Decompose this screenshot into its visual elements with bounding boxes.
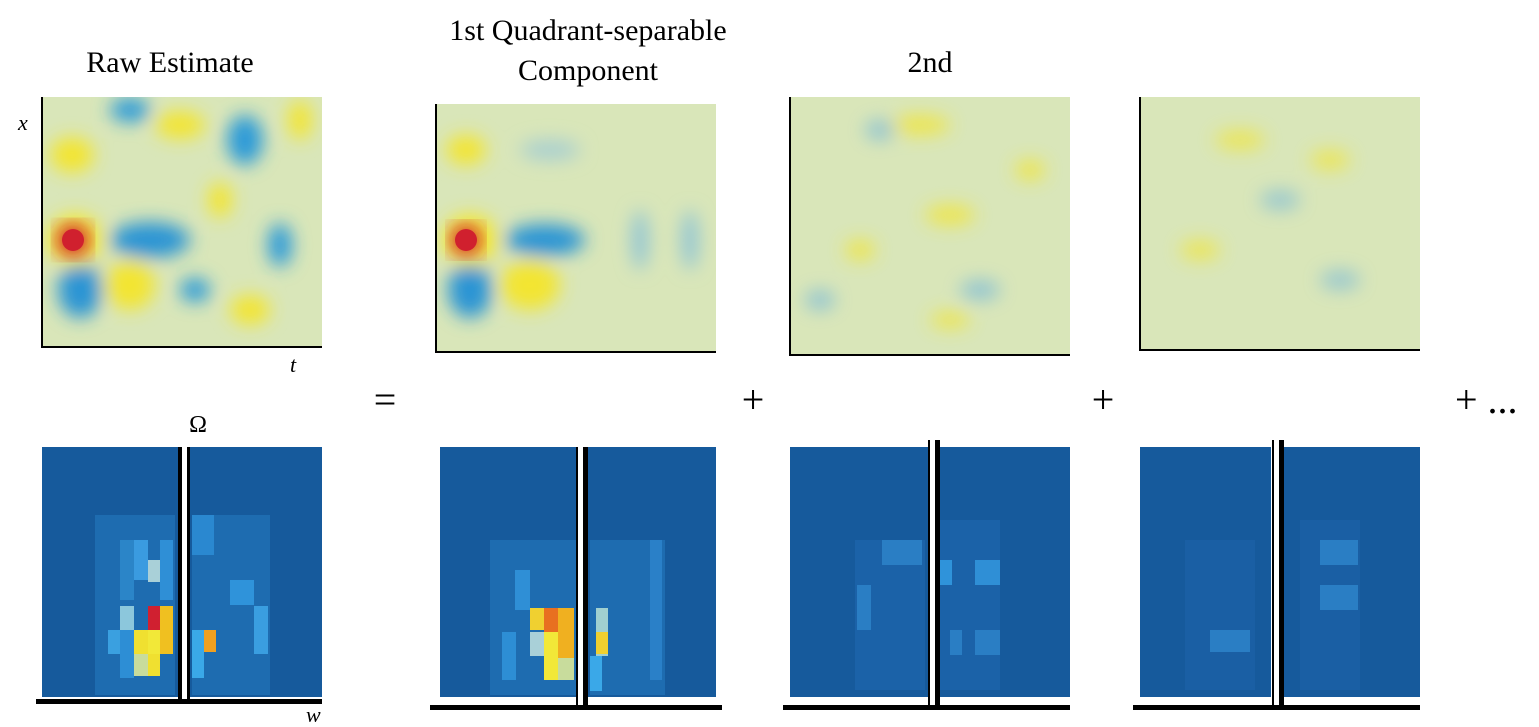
spectrum (1133, 440, 1420, 710)
heatmap (790, 97, 1070, 355)
spectrum (783, 440, 1070, 710)
title-first: 1st Quadrant-separable (449, 14, 726, 47)
heatmap (436, 104, 716, 352)
title-second: 2nd (908, 46, 953, 79)
axis-label-x: x (17, 110, 28, 135)
axis-label-w: w (306, 702, 321, 727)
plus-sign: + ... (1455, 377, 1518, 422)
plus-sign: + (1092, 377, 1115, 422)
heatmap (1140, 97, 1420, 350)
axis (1139, 97, 1420, 351)
title-first: Component (518, 54, 659, 87)
heatmap (42, 97, 322, 347)
spectrum (36, 447, 322, 704)
spectrum (430, 447, 722, 710)
axis (41, 97, 322, 348)
axis (435, 104, 716, 353)
axis-label-omega: Ω (189, 412, 207, 438)
plus-sign: + (742, 377, 765, 422)
equals-sign: = (374, 377, 397, 422)
title-raw: Raw Estimate (86, 46, 253, 79)
axis-label-t: t (290, 352, 297, 377)
axis (789, 97, 1070, 356)
